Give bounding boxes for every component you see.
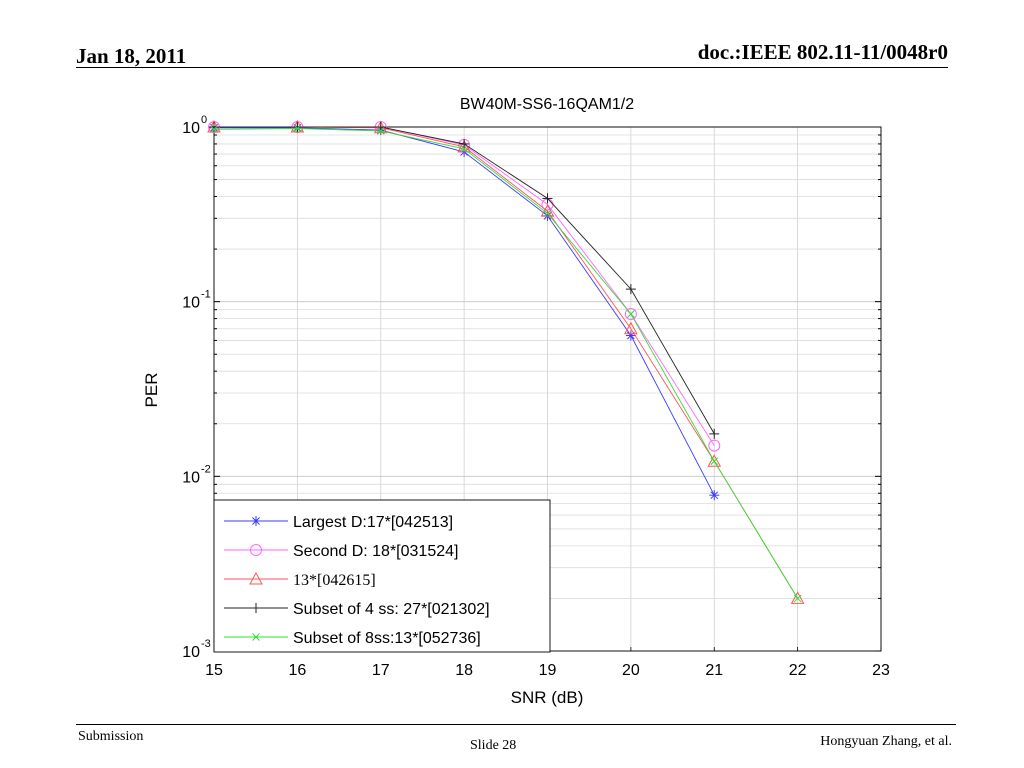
data-point: [624, 321, 638, 335]
data-point: [709, 428, 720, 439]
x-tick-label: 16: [288, 662, 306, 679]
data-point: [209, 122, 219, 132]
data-point: [624, 307, 637, 320]
data-point: [460, 144, 468, 153]
data-point: [790, 591, 805, 604]
y-tick-exponent: -2: [201, 463, 211, 475]
x-tick-label: 23: [872, 662, 890, 679]
data-point: [292, 122, 303, 132]
data-point: [250, 544, 262, 556]
legend-entry: 13*[042615]: [224, 571, 376, 589]
data-point: [249, 571, 263, 585]
data-point: [707, 454, 722, 467]
slide-number: Slide 28: [470, 738, 517, 753]
legend-entry: Subset of 4 ss: 27*[021302]: [224, 601, 490, 618]
legend-entry: Second D: 18*[031524]: [224, 543, 458, 560]
footer-author: Hongyuan Zhang, et al.: [820, 734, 952, 749]
legend-label: Second D: 18*[031524]: [293, 543, 458, 560]
data-point: [251, 516, 261, 526]
data-point: [709, 490, 720, 501]
data-point: [708, 439, 721, 452]
document-id: doc.:IEEE 802.11-11/0048r0: [697, 40, 948, 64]
y-tick-label: 10: [182, 120, 200, 137]
y-tick-exponent: 0: [201, 114, 207, 126]
data-point: [293, 124, 302, 133]
x-tick-label: 17: [372, 662, 390, 679]
y-tick-exponent: -3: [201, 638, 211, 650]
data-point: [793, 594, 802, 603]
legend-label: Subset of 4 ss: 27*[021302]: [293, 601, 490, 618]
footer-submission: Submission: [78, 729, 144, 744]
series-layer: [207, 119, 805, 604]
y-tick-exponent: -1: [201, 289, 211, 301]
data-point: [625, 284, 636, 295]
legend: Largest D:17*[042513] Second D: 18*[03152…: [213, 499, 551, 653]
data-point: [376, 127, 385, 135]
x-tick-label: 21: [705, 662, 723, 679]
legend-label: Subset of 8ss:13*[052736]: [293, 630, 481, 647]
y-tick-label: 10: [182, 469, 200, 486]
x-tick-label: 20: [622, 662, 640, 679]
data-point: [710, 457, 719, 466]
x-tick-label: 18: [455, 662, 473, 679]
y-axis-label: PER: [142, 373, 161, 408]
legend-label: Largest D:17*[042513]: [293, 514, 453, 531]
footer-rule: [76, 724, 956, 725]
x-tick-label: 19: [539, 662, 557, 679]
data-point: [459, 138, 470, 149]
data-point: [251, 603, 261, 613]
series-line: [213, 128, 798, 599]
y-tick-label: 10: [182, 295, 200, 312]
data-point: [542, 193, 553, 204]
legend-entry: Subset of 8ss:13*[052736]: [224, 630, 481, 647]
legend-label: 13*[042615]: [293, 572, 376, 589]
data-point: [625, 330, 636, 341]
chart-title: BW40M-SS6-16QAM1/2: [460, 96, 634, 113]
slide-date: Jan 18, 2011: [76, 44, 187, 68]
x-axis-label: SNR (dB): [511, 688, 584, 707]
legend-box: [213, 499, 551, 653]
data-point: [627, 310, 635, 318]
y-tick-label: 10: [182, 644, 200, 661]
header-rule: [76, 67, 948, 68]
data-point: [252, 633, 260, 641]
data-point: [210, 125, 218, 134]
x-tick-label: 15: [205, 662, 223, 679]
data-point: [543, 209, 552, 218]
legend-entry: Largest D:17*[042513]: [224, 514, 453, 531]
x-tick-label: 22: [789, 662, 807, 679]
